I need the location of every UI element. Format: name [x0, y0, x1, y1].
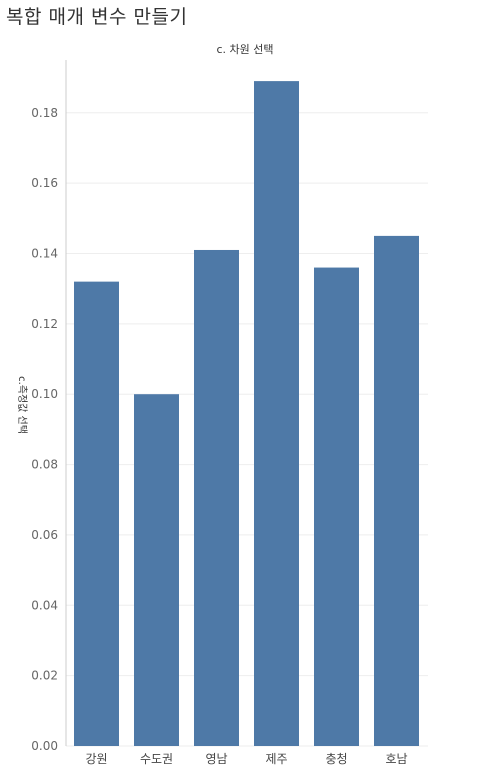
y-tick-label: 0.12 [31, 317, 58, 331]
y-tick-label: 0.02 [31, 669, 58, 683]
y-tick-label: 0.00 [31, 739, 58, 753]
page-title: 복합 매개 변수 만들기 [6, 6, 188, 28]
y-tick-label: 0.06 [31, 528, 58, 542]
x-category-label: 영남 [205, 752, 227, 766]
x-category-label: 강원 [85, 752, 107, 766]
y-tick-label: 0.16 [31, 176, 58, 190]
gridlines [66, 112, 428, 747]
x-category-label: 수도권 [140, 752, 173, 766]
y-tick-label: 0.10 [31, 387, 58, 401]
y-tick-label: 0.14 [31, 246, 58, 260]
column-header: c. 차원 선택 [216, 43, 273, 56]
bar-수도권[interactable] [134, 394, 179, 746]
y-tick-label: 0.18 [31, 106, 58, 120]
bar-영남[interactable] [194, 249, 239, 746]
bar-강원[interactable] [74, 281, 119, 746]
y-axis-ticks: 0.00 0.02 0.04 0.06 0.08 0.10 0.12 0.14 0.16 0.18 [31, 106, 58, 753]
x-category-label: 호남 [385, 752, 407, 766]
y-tick-label: 0.08 [31, 458, 58, 472]
bar-제주[interactable] [254, 81, 299, 747]
y-axis-title: c.측정값 선택 [16, 376, 28, 434]
bar-호남[interactable] [374, 235, 419, 746]
x-category-label: 충청 [325, 752, 347, 766]
bars [74, 81, 419, 747]
x-axis-categories: 강원 수도권 영남 제주 충청 호남 [85, 752, 407, 766]
bar-충청[interactable] [314, 267, 359, 746]
x-category-label: 제주 [265, 752, 287, 766]
y-tick-label: 0.04 [31, 598, 58, 612]
